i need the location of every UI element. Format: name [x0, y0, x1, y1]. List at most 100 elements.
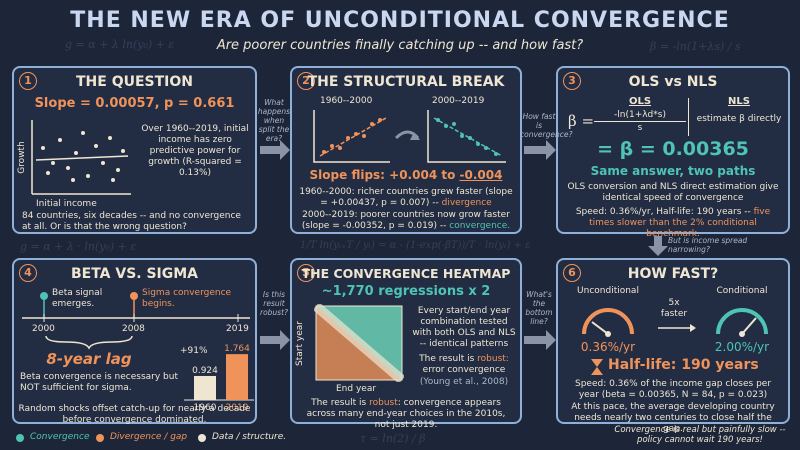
growth: +91%: [180, 346, 208, 356]
panel-title: HOW FAST?: [627, 266, 719, 282]
lag: 8-year lag: [46, 350, 132, 368]
panel-number: 5: [297, 264, 315, 282]
subtitle: Are poorer countries finally catching up…: [216, 38, 584, 53]
panel-title: OLS vs NLS: [628, 74, 718, 90]
footer: Convergence is real but painfully slow -…: [614, 425, 786, 445]
period: 1960--2000: [320, 96, 373, 106]
gauge-label: Unconditional: [577, 286, 639, 296]
bg-formula: 1/T ln(yₜ₊T / yₜ) = α - (1-exp(-βT))/T ·…: [300, 240, 531, 251]
panel: 5 THE CONVERGENCE HEATMAP ~1,770 regress…: [290, 258, 522, 430]
panel-number: 1: [19, 72, 37, 90]
note: Every start/end year combination tested …: [412, 306, 516, 349]
speed: Speed: 0.36%/yr, Half-life: 190 years --…: [564, 207, 782, 240]
legend-swatch: [198, 434, 206, 442]
item: 2000--2019: poorer countries now grow fa…: [296, 210, 516, 232]
note: Over 1960--2019, initial income has zero…: [141, 124, 249, 178]
year: 2000: [32, 324, 55, 334]
result: = β = 0.00365: [597, 138, 749, 160]
body: Beta convergence is necessary but NOT su…: [20, 372, 178, 393]
bg-formula: β = -ln(1+λs) / s: [650, 40, 741, 53]
panel-number: 6: [563, 264, 581, 282]
body-text: : convergence appears across many end-ye…: [306, 398, 506, 430]
item-highlight: convergence.: [449, 221, 511, 231]
bar-label: 1960: [194, 403, 217, 413]
speed-highlight: five times slower than the 2% conditiona…: [589, 207, 771, 239]
panel-title: THE STRUCTURAL BREAK: [307, 74, 505, 90]
title: THE NEW ERA OF UNCONDITIONAL CONVERGENCE: [70, 8, 730, 33]
body: The result is robust: convergence appear…: [298, 398, 514, 431]
gauges: [582, 308, 768, 337]
robust: The result is robust: error convergence: [410, 354, 518, 376]
legend-label: Divergence / gap: [110, 432, 188, 442]
connector-text: Is this result robust?: [259, 290, 288, 317]
year: 2008: [122, 324, 145, 334]
connector-text: What's the bottom line?: [525, 290, 553, 326]
panel: 4 BETA VS. SIGMA 0.924 1960 1.764 2019 Beta…: [12, 258, 257, 425]
citation: (Young et al., 2008): [419, 377, 509, 387]
item-text: 2000--2019: poorer countries now grow fa…: [301, 210, 510, 231]
count: ~1,770 regressions x 2: [321, 284, 491, 299]
stat-value: -0.004: [459, 168, 503, 182]
bar-value: 0.924: [192, 366, 218, 376]
gauge-value: 0.36%/yr: [580, 340, 636, 354]
item: 1960--2000: richer countries grew faster…: [296, 187, 516, 209]
bg-formula: τ = ln(2) / β: [360, 432, 426, 445]
body: 84 countries, six decades -- and no conv…: [22, 211, 241, 232]
speed-text: Speed: 0.36%/yr, Half-life: 190 years --: [575, 207, 754, 217]
stat: Slope = 0.00057, p = 0.661: [34, 96, 235, 111]
body-text: The result is: [311, 398, 370, 408]
formula-denominator: s: [637, 123, 643, 133]
break-sketch: [313, 110, 506, 163]
hourglass: [591, 359, 603, 375]
panel-number: 3: [563, 72, 581, 90]
robust-text: error convergence: [422, 365, 506, 375]
bg-formula: g = α + λ · ln(y₀) + ε: [20, 240, 137, 253]
legend-swatch: [16, 434, 24, 442]
axis-label: Start year: [294, 321, 305, 366]
tagline: Same answer, two paths: [590, 164, 756, 178]
panel: 6 HOW FAST? Unconditional 5x faster Cond…: [556, 258, 790, 434]
event: Sigma convergence begins.: [142, 288, 232, 309]
stat-text: Slope flips: +0.004 to: [309, 168, 460, 182]
panel-title: THE CONVERGENCE HEATMAP: [301, 266, 511, 281]
bg-formula: g = α + λ ln(y₀) + ε: [65, 38, 175, 51]
axis-label: Growth: [16, 141, 27, 174]
formula-label: NLS: [728, 96, 750, 107]
formula-label: OLS: [628, 96, 652, 107]
robust-highlight: robust:: [477, 354, 509, 364]
body: Random shocks offset catch-up for nearly…: [18, 404, 251, 425]
panel: 3 OLS vs NLS β = OLS -ln(1+λd*s) s NLS e…: [556, 66, 790, 239]
bar: [226, 354, 248, 400]
item-highlight: divergence: [441, 198, 492, 208]
formula: β =: [568, 112, 595, 130]
axis-label: End year: [336, 384, 377, 394]
axis-label: Initial income: [36, 199, 97, 209]
panel-title: THE QUESTION: [76, 74, 193, 90]
connector-text: What happens when split the era?: [257, 98, 291, 143]
period: 2000--2019: [432, 96, 485, 106]
ratio: 5x faster: [660, 298, 688, 319]
body: OLS conversion and NLS direct estimation…: [567, 182, 779, 203]
event: Beta signal emerges.: [52, 288, 103, 309]
beta-sigma-sketch: 0.924 1960 1.764 2019: [22, 292, 254, 413]
legend-label: Data / structure.: [212, 432, 287, 442]
body: Speed: 0.36% of the income gap closes pe…: [574, 379, 772, 400]
body-highlight: robust: [369, 398, 398, 408]
half-life: Half-life: 190 years: [608, 357, 759, 373]
formula-text: estimate β directly: [696, 114, 782, 124]
scatter-sketch: [31, 120, 131, 195]
legend-swatch: [96, 434, 104, 442]
bar-value: 1.764: [224, 344, 250, 354]
legend-label: Convergence: [30, 432, 90, 442]
panel: 2 THE STRUCTURAL BREAK 1960--2000 2000--…: [290, 66, 522, 234]
connector-text: How fast is convergence?: [520, 112, 573, 139]
panel-number: 4: [19, 264, 37, 282]
connector-text: But is income spread narrowing?: [668, 236, 748, 254]
year: 2019: [226, 324, 249, 334]
panel-number: 2: [297, 72, 315, 90]
gauge-value: 2.00%/yr: [714, 340, 770, 354]
heatmap-sketch: [314, 304, 404, 382]
bar: [194, 375, 216, 400]
robust-text: The result is: [419, 354, 478, 364]
